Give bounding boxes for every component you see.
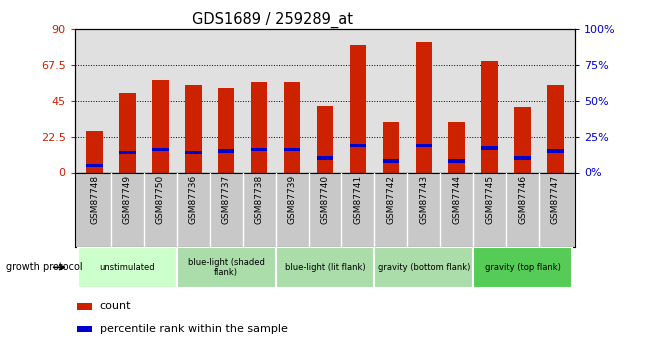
Bar bbox=[177, 247, 276, 288]
Text: GSM87736: GSM87736 bbox=[188, 175, 198, 224]
Bar bbox=[86, 164, 103, 167]
Bar bbox=[77, 326, 92, 333]
Bar bbox=[284, 82, 300, 172]
Bar bbox=[374, 247, 473, 288]
Text: unstimulated: unstimulated bbox=[99, 263, 155, 272]
Bar bbox=[383, 121, 399, 172]
Bar bbox=[448, 159, 465, 163]
Text: GDS1689 / 259289_at: GDS1689 / 259289_at bbox=[192, 12, 354, 28]
Bar bbox=[448, 121, 465, 172]
Bar bbox=[77, 303, 92, 310]
Bar bbox=[547, 85, 564, 172]
Bar bbox=[218, 88, 235, 172]
Bar bbox=[284, 148, 300, 151]
Text: GSM87737: GSM87737 bbox=[222, 175, 231, 224]
Bar bbox=[547, 149, 564, 153]
Bar bbox=[152, 80, 168, 172]
Bar bbox=[514, 156, 531, 160]
Text: GSM87744: GSM87744 bbox=[452, 175, 462, 224]
Bar bbox=[251, 148, 267, 151]
Bar bbox=[276, 247, 374, 288]
Text: GSM87743: GSM87743 bbox=[419, 175, 428, 224]
Text: GSM87750: GSM87750 bbox=[156, 175, 165, 224]
Bar bbox=[251, 82, 267, 172]
Text: GSM87742: GSM87742 bbox=[386, 175, 395, 224]
Text: GSM87738: GSM87738 bbox=[255, 175, 264, 224]
Text: growth protocol: growth protocol bbox=[6, 263, 83, 272]
Text: gravity (top flank): gravity (top flank) bbox=[485, 263, 560, 272]
Text: percentile rank within the sample: percentile rank within the sample bbox=[100, 324, 288, 334]
Bar bbox=[119, 93, 136, 172]
Bar bbox=[383, 159, 399, 163]
Text: GSM87741: GSM87741 bbox=[354, 175, 363, 224]
Bar bbox=[473, 247, 572, 288]
Text: blue-light (shaded
flank): blue-light (shaded flank) bbox=[188, 258, 265, 277]
Text: GSM87740: GSM87740 bbox=[320, 175, 330, 224]
Bar bbox=[482, 61, 498, 172]
Bar bbox=[78, 247, 177, 288]
Text: blue-light (lit flank): blue-light (lit flank) bbox=[285, 263, 365, 272]
Bar bbox=[415, 42, 432, 172]
Text: GSM87748: GSM87748 bbox=[90, 175, 99, 224]
Bar bbox=[152, 148, 168, 151]
Text: gravity (bottom flank): gravity (bottom flank) bbox=[378, 263, 470, 272]
Bar bbox=[317, 106, 333, 172]
Text: GSM87749: GSM87749 bbox=[123, 175, 132, 224]
Text: GSM87745: GSM87745 bbox=[485, 175, 494, 224]
Bar bbox=[119, 151, 136, 154]
Bar bbox=[482, 146, 498, 150]
Bar bbox=[86, 131, 103, 172]
Bar bbox=[218, 149, 235, 153]
Text: GSM87739: GSM87739 bbox=[287, 175, 296, 224]
Text: GSM87747: GSM87747 bbox=[551, 175, 560, 224]
Bar bbox=[350, 45, 366, 172]
Bar bbox=[317, 156, 333, 160]
Bar bbox=[185, 85, 202, 172]
Text: count: count bbox=[100, 301, 131, 311]
Text: GSM87746: GSM87746 bbox=[518, 175, 527, 224]
Bar bbox=[350, 144, 366, 147]
Bar bbox=[185, 151, 202, 154]
Bar bbox=[415, 144, 432, 147]
Bar bbox=[514, 107, 531, 172]
